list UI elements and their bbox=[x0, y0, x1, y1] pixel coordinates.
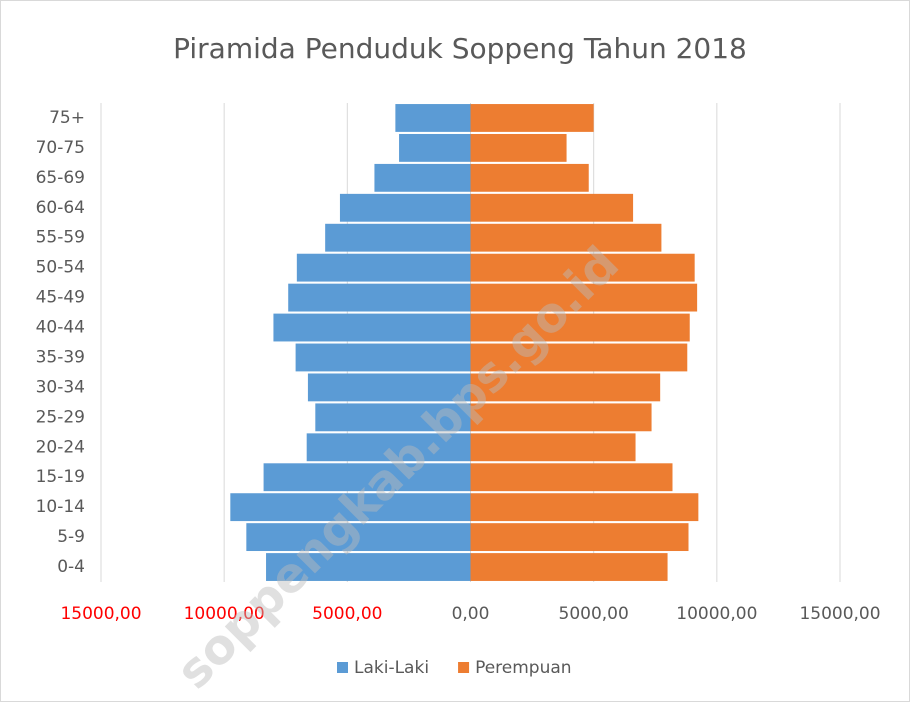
bar bbox=[470, 553, 668, 581]
bar bbox=[315, 403, 471, 432]
bar bbox=[306, 433, 471, 462]
bar bbox=[266, 553, 471, 581]
y-tick-label: 30-34 bbox=[36, 377, 85, 397]
bar bbox=[470, 104, 594, 132]
bar bbox=[273, 313, 471, 342]
y-tick-label: 15-19 bbox=[36, 467, 85, 487]
bar bbox=[339, 193, 471, 222]
x-tick-label: 10000,00 bbox=[676, 604, 757, 624]
legend-swatch bbox=[458, 662, 470, 673]
y-tick-label: 70-75 bbox=[36, 138, 85, 158]
x-tick-label: 5000,00 bbox=[559, 604, 629, 624]
y-tick-label: 35-39 bbox=[36, 347, 85, 367]
bar bbox=[296, 253, 471, 282]
bar bbox=[470, 343, 688, 372]
bar bbox=[263, 463, 471, 492]
legend-label: Laki-Laki bbox=[354, 658, 429, 678]
y-tick-label: 50-54 bbox=[36, 258, 85, 278]
y-tick-label: 75+ bbox=[49, 108, 85, 128]
bar bbox=[374, 163, 471, 192]
bar bbox=[470, 283, 698, 312]
bar bbox=[470, 493, 699, 522]
x-tick-label: 5000,00 bbox=[312, 604, 382, 624]
bar bbox=[470, 373, 661, 402]
x-tick-label: 15000,00 bbox=[799, 604, 880, 624]
bar bbox=[230, 493, 471, 522]
bar bbox=[470, 403, 652, 432]
y-tick-label: 20-24 bbox=[36, 437, 85, 457]
bar bbox=[399, 133, 471, 162]
y-tick-label: 55-59 bbox=[36, 228, 85, 248]
bar bbox=[470, 313, 690, 342]
bar bbox=[470, 433, 636, 462]
bar bbox=[288, 283, 471, 312]
bar bbox=[470, 193, 634, 222]
bar bbox=[470, 523, 689, 552]
bar bbox=[295, 343, 471, 372]
y-tick-label: 0-4 bbox=[57, 557, 85, 577]
y-tick-label: 60-64 bbox=[36, 198, 85, 218]
legend-swatch bbox=[337, 662, 348, 673]
y-tick-label: 65-69 bbox=[36, 168, 85, 188]
chart-title: Piramida Penduduk Soppeng Tahun 2018 bbox=[173, 32, 747, 65]
bar bbox=[470, 253, 695, 282]
bar bbox=[470, 463, 673, 492]
x-tick-label: 15000,00 bbox=[60, 604, 141, 624]
y-tick-label: 40-44 bbox=[36, 318, 85, 338]
bar bbox=[470, 223, 662, 252]
bar bbox=[470, 133, 567, 162]
bar bbox=[307, 373, 471, 402]
y-tick-label: 45-49 bbox=[36, 288, 85, 308]
bar bbox=[246, 523, 471, 552]
y-tick-label: 5-9 bbox=[57, 527, 85, 547]
bar bbox=[325, 223, 471, 252]
y-tick-label: 25-29 bbox=[36, 407, 85, 427]
y-tick-label: 10-14 bbox=[36, 497, 85, 517]
bar bbox=[470, 163, 589, 192]
x-tick-label: 0,00 bbox=[452, 604, 490, 624]
legend-label: Perempuan bbox=[475, 658, 572, 678]
bar bbox=[395, 104, 471, 132]
x-tick-label: 10000,00 bbox=[184, 604, 265, 624]
